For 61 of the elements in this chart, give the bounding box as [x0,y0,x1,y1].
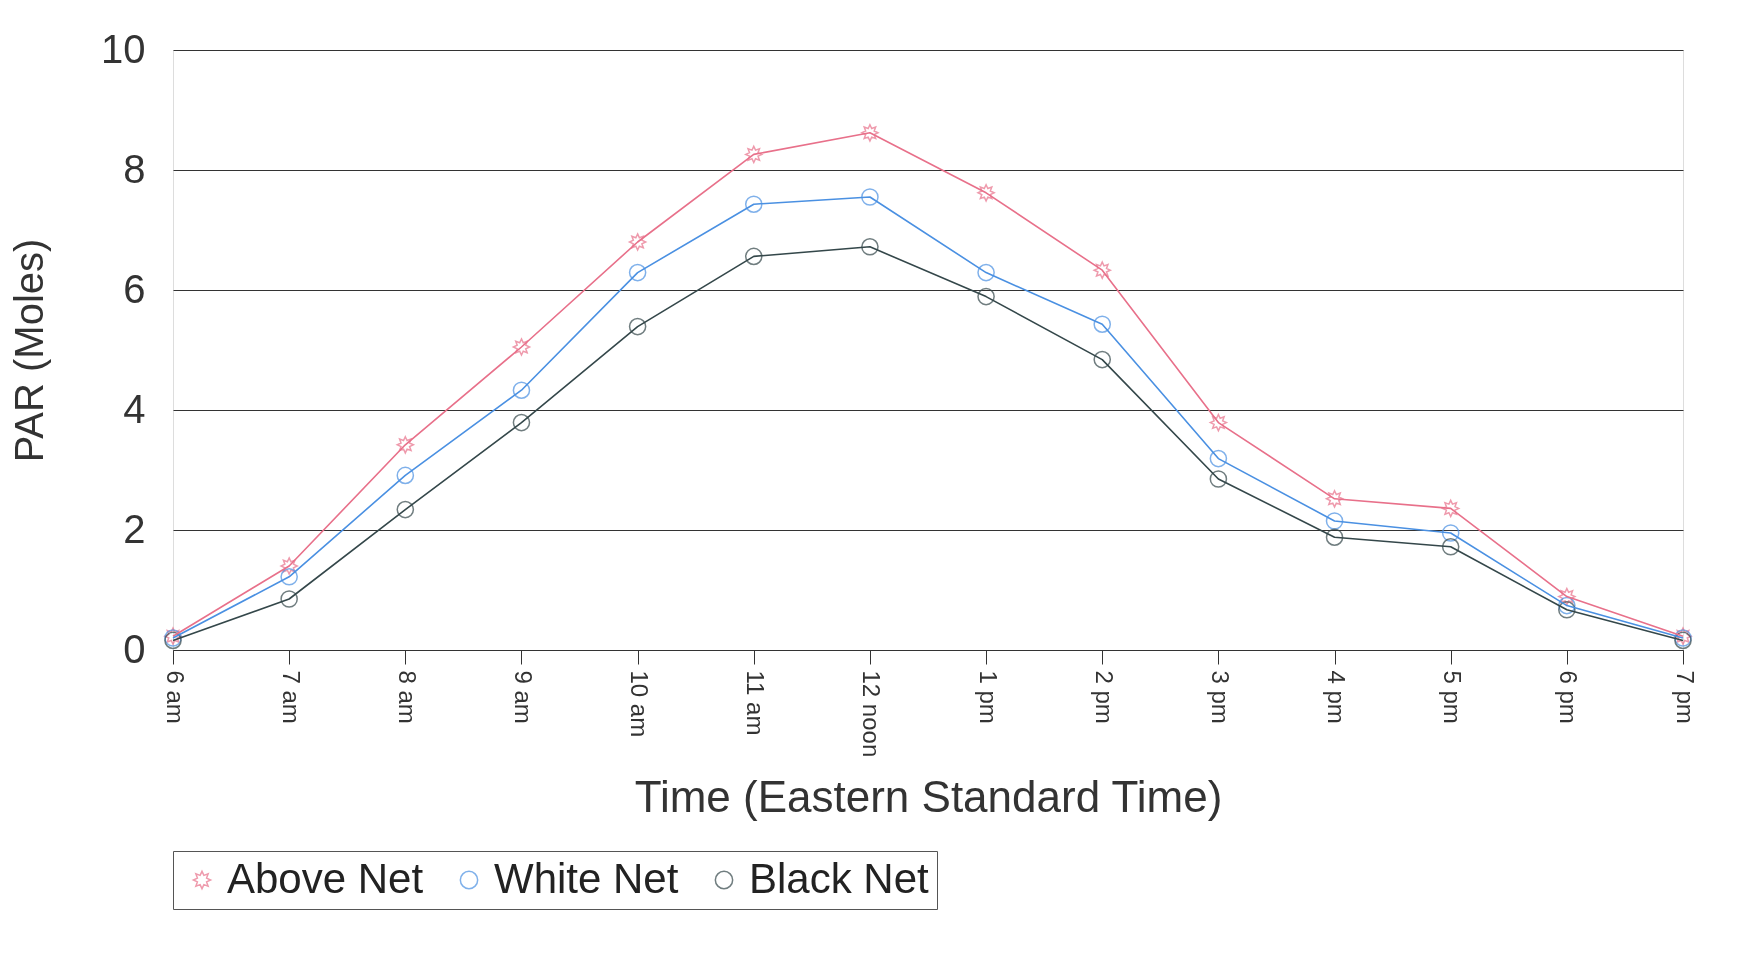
point [1093,315,1112,333]
x-tick-label: 2 pm [1090,670,1118,724]
point [977,263,995,282]
point [1093,350,1112,369]
y-tick-label: 4 [123,386,146,431]
point [396,435,415,454]
point [744,145,763,164]
point [1209,413,1228,432]
point [977,183,995,202]
y-tick-label: 0 [123,626,146,671]
x-tick-label: 7 am [277,670,305,724]
point [977,287,995,306]
point [1558,596,1576,615]
point [1325,512,1344,530]
point [1441,538,1460,556]
x-tick-label: 11 am [742,670,770,736]
point [280,568,298,586]
point [1558,587,1576,606]
x-tick-label: 5 pm [1439,670,1467,724]
point [396,466,415,485]
x-tick-label: 7 pm [1671,670,1699,724]
point [1093,261,1112,280]
point [628,263,647,282]
y-tick-label: 2 [123,506,146,551]
x-tick-label: 8 am [393,670,421,724]
point [512,381,531,399]
point [280,557,298,575]
point [861,238,879,256]
y-tick-label: 10 [101,26,146,71]
legend-label: Black Net [749,855,930,902]
x-tick-label: 10 am [626,670,654,738]
x-tick-label: 1 pm [974,670,1002,724]
point [1209,470,1228,488]
legend-label: White Net [494,855,679,902]
point [396,500,415,519]
point [1441,499,1460,518]
point [1325,528,1344,546]
y-axis-title: PAR (Moles) [7,238,52,463]
point [280,590,298,608]
point [628,233,647,251]
point [861,123,879,142]
point [1558,601,1576,619]
y-tick-label: 6 [123,266,146,311]
point [744,195,763,213]
x-tick-label: 6 pm [1555,670,1583,724]
point [628,317,647,336]
point [1209,449,1228,468]
x-axis-title: Time (Eastern Standard Time) [634,772,1223,822]
x-tick-label: 4 pm [1323,670,1351,724]
point [1441,524,1460,542]
point [512,338,531,356]
x-tick-label: 12 noon [858,670,886,758]
point [512,413,531,432]
point [861,188,879,206]
x-tick-label: 9 am [509,670,537,724]
legend-label: Above Net [227,855,424,902]
x-tick-label: 3 pm [1206,670,1234,724]
point [1325,489,1344,508]
y-tick-label: 8 [123,146,146,191]
x-tick-label: 6 am [161,670,189,724]
point [744,247,763,266]
